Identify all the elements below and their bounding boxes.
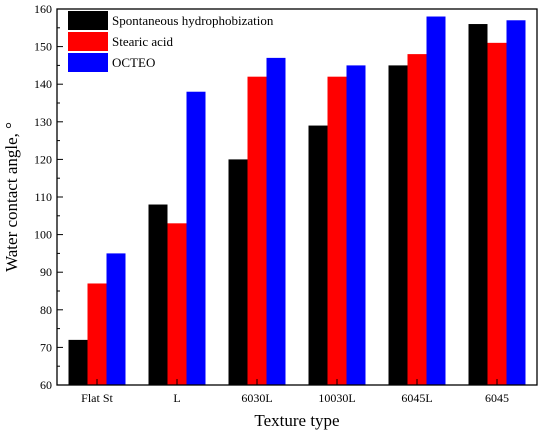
y-tick-label: 90 xyxy=(40,265,52,279)
bar-l-spontaneous-hydrophobization xyxy=(148,204,168,385)
x-tick-label: 6030L xyxy=(241,391,272,405)
bar-6045l-spontaneous-hydrophobization xyxy=(388,65,408,386)
x-axis-label: Texture type xyxy=(254,411,339,430)
legend-swatch-stearic-acid xyxy=(68,32,108,51)
y-tick-label: 120 xyxy=(34,152,52,166)
bar-l-octeo xyxy=(186,91,206,385)
bar-flat-st-octeo xyxy=(106,253,126,385)
bar-10030l-stearic-acid xyxy=(327,76,347,386)
legend-swatch-spontaneous-hydrophobization xyxy=(68,11,108,30)
bar-6045l-octeo xyxy=(426,16,446,386)
x-tick-label: 6045L xyxy=(401,391,432,405)
bar-6030l-octeo xyxy=(266,57,286,385)
x-tick-label: 6045 xyxy=(485,391,509,405)
bars-layer xyxy=(68,16,526,386)
y-tick-label: 80 xyxy=(40,303,52,317)
y-tick-label: 130 xyxy=(34,115,52,129)
bar-6030l-spontaneous-hydrophobization xyxy=(228,159,248,385)
y-tick-label: 70 xyxy=(40,340,52,354)
bar-6045l-stearic-acid xyxy=(407,54,427,386)
legend-label-stearic-acid: Stearic acid xyxy=(112,34,173,49)
y-axis-label: Water contact angle, ° xyxy=(2,122,21,272)
legend-label-spontaneous-hydrophobization: Spontaneous hydrophobization xyxy=(112,13,274,28)
y-tick-label: 100 xyxy=(34,228,52,242)
bar-10030l-octeo xyxy=(346,65,366,386)
legend-swatch-octeo xyxy=(68,53,108,72)
y-tick-label: 140 xyxy=(34,77,52,91)
legend-label-octeo: OCTEO xyxy=(112,55,155,70)
bar-6045-stearic-acid xyxy=(487,42,507,386)
bar-l-stearic-acid xyxy=(167,223,187,385)
y-tick-label: 110 xyxy=(34,190,52,204)
bar-10030l-spontaneous-hydrophobization xyxy=(308,125,328,385)
bar-flat-st-stearic-acid xyxy=(87,283,107,385)
y-axis: 60 70 80 90 100 110 120 130 140 150 160 xyxy=(34,2,63,392)
y-tick-label: 60 xyxy=(40,378,52,392)
x-tick-label: Flat St xyxy=(81,391,113,405)
legend: Spontaneous hydrophobization Stearic acid… xyxy=(68,11,274,72)
y-tick-label: 160 xyxy=(34,2,52,16)
y-tick-label: 150 xyxy=(34,40,52,54)
bar-6030l-stearic-acid xyxy=(247,76,267,386)
bar-flat-st-spontaneous-hydrophobization xyxy=(68,339,88,385)
x-tick-label: 10030L xyxy=(318,391,355,405)
x-tick-label: L xyxy=(173,391,180,405)
x-axis: Flat St L 6030L 10030L 6045L 6045 xyxy=(81,379,509,405)
bar-6045-spontaneous-hydrophobization xyxy=(468,24,488,385)
bar-6045-octeo xyxy=(506,20,526,386)
